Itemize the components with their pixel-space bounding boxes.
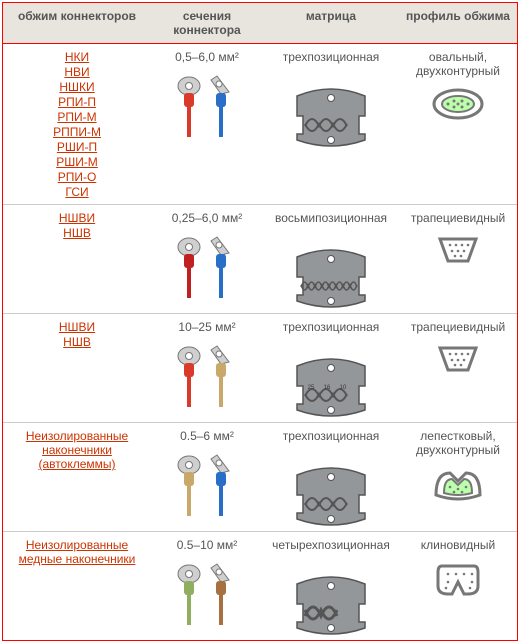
matrix-cell: четырехпозиционная bbox=[263, 532, 399, 640]
connector-link[interactable]: РПИ-М bbox=[7, 110, 147, 124]
profile-cell: трапециевидный bbox=[399, 314, 517, 422]
section-cell: 0.5–10 мм² bbox=[151, 532, 263, 640]
profile-icon bbox=[434, 342, 482, 376]
section-text: 0.5–6 мм² bbox=[155, 429, 259, 443]
section-text: 10–25 мм² bbox=[155, 320, 259, 334]
profile-icon bbox=[430, 465, 486, 503]
th-matrix: матрица bbox=[263, 3, 399, 43]
th-section: сечения коннектора bbox=[151, 3, 263, 43]
matrix-cell: трехпозиционная bbox=[263, 423, 399, 531]
die-icon bbox=[287, 465, 375, 527]
connector-link[interactable]: Неизолированные медные наконечники bbox=[7, 538, 147, 566]
connector-links: Неизолированные наконечники (автоклеммы) bbox=[3, 423, 151, 531]
connector-link[interactable]: РШИ-П bbox=[7, 140, 147, 154]
matrix-text: трехпозиционная bbox=[267, 50, 395, 64]
connector-icon bbox=[167, 451, 247, 519]
connector-link[interactable]: НШКИ bbox=[7, 80, 147, 94]
connector-icon bbox=[167, 342, 247, 410]
profile-text: овальный, двухконтурный bbox=[403, 50, 513, 78]
svg-text:25: 25 bbox=[308, 385, 315, 391]
table-row: НШВИНШВ10–25 мм² трехпозиционная 251610 … bbox=[3, 314, 517, 423]
profile-icon bbox=[430, 86, 486, 122]
connector-link[interactable]: НШВ bbox=[7, 226, 147, 240]
profile-text: лепестковый, двухконтурный bbox=[403, 429, 513, 457]
die-icon: 25 16 10 bbox=[287, 356, 375, 418]
connector-link[interactable]: Неизолированные наконечники (автоклеммы) bbox=[7, 429, 147, 471]
connector-icon bbox=[167, 560, 247, 628]
profile-cell: овальный, двухконтурный bbox=[399, 44, 517, 204]
profile-cell: трапециевидный bbox=[399, 205, 517, 313]
connector-icon bbox=[167, 233, 247, 301]
matrix-text: четырехпозиционная bbox=[267, 538, 395, 552]
connector-icon bbox=[167, 72, 247, 140]
matrix-cell: трехпозиционная bbox=[263, 44, 399, 204]
die-icon bbox=[287, 574, 375, 636]
connector-link[interactable]: РПИ-О bbox=[7, 170, 147, 184]
section-cell: 0,25–6,0 мм² bbox=[151, 205, 263, 313]
section-cell: 0,5–6,0 мм² bbox=[151, 44, 263, 204]
connector-links: Неизолированные медные наконечники bbox=[3, 532, 151, 640]
table-body: НКИНВИНШКИРПИ-ПРПИ-МРППИ-МРШИ-ПРШИ-МРПИ-… bbox=[3, 44, 517, 640]
matrix-cell: восьмипозиционная bbox=[263, 205, 399, 313]
section-text: 0,5–6,0 мм² bbox=[155, 50, 259, 64]
table-row: Неизолированные медные наконечники 0.5–10… bbox=[3, 532, 517, 640]
table-row: Неизолированные наконечники (автоклеммы)… bbox=[3, 423, 517, 532]
th-profile: профиль обжима bbox=[399, 3, 517, 43]
svg-text:10: 10 bbox=[340, 385, 347, 391]
matrix-text: восьмипозиционная bbox=[267, 211, 395, 225]
matrix-cell: трехпозиционная 25 16 10 bbox=[263, 314, 399, 422]
profile-icon bbox=[434, 560, 482, 598]
section-cell: 0.5–6 мм² bbox=[151, 423, 263, 531]
profile-icon bbox=[434, 233, 482, 267]
matrix-text: трехпозиционная bbox=[267, 429, 395, 443]
section-cell: 10–25 мм² bbox=[151, 314, 263, 422]
connector-links: НКИНВИНШКИРПИ-ПРПИ-МРППИ-МРШИ-ПРШИ-МРПИ-… bbox=[3, 44, 151, 204]
die-icon bbox=[287, 86, 375, 148]
section-text: 0.5–10 мм² bbox=[155, 538, 259, 552]
profile-cell: клиновидный bbox=[399, 532, 517, 640]
table-row: НШВИНШВ 0,25–6,0 мм² восьмипозиционная тр… bbox=[3, 205, 517, 314]
connector-link[interactable]: НШВИ bbox=[7, 211, 147, 225]
table-row: НКИНВИНШКИРПИ-ПРПИ-МРППИ-МРШИ-ПРШИ-МРПИ-… bbox=[3, 44, 517, 205]
connector-link[interactable]: НШВ bbox=[7, 335, 147, 349]
svg-text:16: 16 bbox=[324, 385, 331, 391]
connector-link[interactable]: РШИ-М bbox=[7, 155, 147, 169]
th-connectors: обжим коннекторов bbox=[3, 3, 151, 43]
connector-link[interactable]: НШВИ bbox=[7, 320, 147, 334]
die-icon bbox=[287, 247, 375, 309]
connector-links: НШВИНШВ bbox=[3, 205, 151, 313]
profile-cell: лепестковый, двухконтурный bbox=[399, 423, 517, 531]
profile-text: трапециевидный bbox=[403, 320, 513, 334]
connector-link[interactable]: ГСИ bbox=[7, 185, 147, 199]
connector-link[interactable]: НВИ bbox=[7, 65, 147, 79]
crimp-table: обжим коннекторов сечения коннектора мат… bbox=[2, 2, 518, 641]
connector-link[interactable]: РПИ-П bbox=[7, 95, 147, 109]
connector-links: НШВИНШВ bbox=[3, 314, 151, 422]
profile-text: клиновидный bbox=[403, 538, 513, 552]
connector-link[interactable]: РППИ-М bbox=[7, 125, 147, 139]
profile-text: трапециевидный bbox=[403, 211, 513, 225]
matrix-text: трехпозиционная bbox=[267, 320, 395, 334]
section-text: 0,25–6,0 мм² bbox=[155, 211, 259, 225]
connector-link[interactable]: НКИ bbox=[7, 50, 147, 64]
table-header-row: обжим коннекторов сечения коннектора мат… bbox=[3, 3, 517, 44]
